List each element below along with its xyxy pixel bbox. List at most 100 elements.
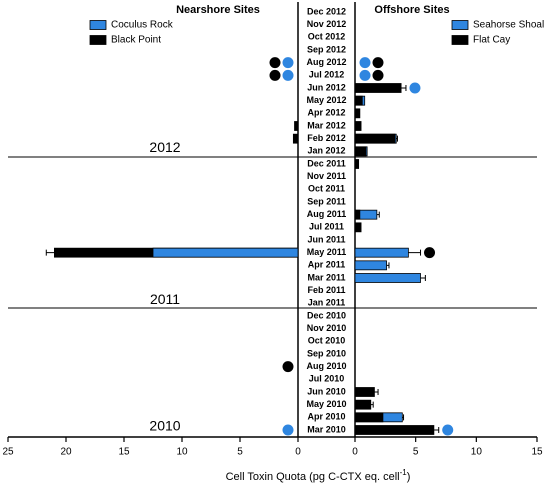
error-bar xyxy=(374,389,379,395)
category-label: Jan 2011 xyxy=(308,298,346,308)
error-bar xyxy=(433,427,440,433)
category-label: Nov 2011 xyxy=(307,171,346,181)
category-label: Aug 2010 xyxy=(306,361,346,371)
legend-swatch xyxy=(89,35,107,45)
category-label: Jan 2012 xyxy=(307,146,345,156)
category-label: Jun 2010 xyxy=(307,386,346,396)
marker xyxy=(372,57,384,69)
marker xyxy=(359,69,371,81)
category-label: May 2012 xyxy=(306,95,346,105)
x-tick-label: 15 xyxy=(531,447,543,458)
legend-label: Coculus Rock xyxy=(111,20,174,31)
category-label: Apr 2010 xyxy=(307,412,345,422)
category-label: Dec 2010 xyxy=(307,310,346,320)
marker xyxy=(282,424,294,436)
error-bar xyxy=(402,414,405,421)
bar xyxy=(354,83,402,93)
year-label: 2011 xyxy=(150,291,180,307)
bar xyxy=(152,247,299,258)
legend-swatch xyxy=(451,20,469,30)
legend-label: Flat Cay xyxy=(473,35,510,46)
category-label: Sep 2010 xyxy=(307,348,346,358)
category-label: Jul 2012 xyxy=(309,70,345,80)
bar xyxy=(354,387,375,397)
category-label: Jul 2011 xyxy=(309,222,344,232)
error-bar xyxy=(370,401,374,408)
legend-swatch xyxy=(89,20,107,30)
category-label: Jun 2011 xyxy=(307,234,345,244)
marker xyxy=(359,57,371,69)
category-label: Oct 2011 xyxy=(308,184,345,194)
marker xyxy=(442,424,454,436)
category-label: Feb 2011 xyxy=(307,285,345,295)
legend-label: Black Point xyxy=(111,35,161,46)
bar xyxy=(354,222,362,233)
x-tick-label: 0 xyxy=(352,447,358,458)
bar xyxy=(354,121,362,131)
x-axis-title: Cell Toxin Quota (pg C-CTX eq. cell-1) xyxy=(226,468,411,483)
category-label: Sep 2012 xyxy=(307,44,346,54)
error-bar xyxy=(386,262,390,269)
category-label: Oct 2010 xyxy=(308,336,346,346)
bar xyxy=(292,133,299,144)
category-label: Apr 2011 xyxy=(308,260,346,270)
category-label: Jun 2012 xyxy=(307,82,346,92)
error-bar xyxy=(420,275,426,281)
x-axis-title-sup: -1 xyxy=(400,468,408,477)
year-label: 2010 xyxy=(149,418,180,434)
bar xyxy=(354,146,367,157)
x-tick-label: 10 xyxy=(176,447,188,458)
bar xyxy=(354,260,387,271)
x-tick-label: 5 xyxy=(413,447,419,458)
bar xyxy=(354,159,360,169)
marker xyxy=(409,82,421,94)
category-label: Aug 2011 xyxy=(307,209,347,219)
category-label: Feb 2012 xyxy=(307,133,346,143)
x-tick-label: 5 xyxy=(237,447,243,458)
category-label: Dec 2011 xyxy=(307,158,346,168)
bar xyxy=(354,399,372,410)
x-tick-label: 15 xyxy=(118,447,130,458)
bar xyxy=(354,133,396,144)
error-bar xyxy=(408,249,422,256)
bar xyxy=(354,247,409,258)
category-label: Dec 2012 xyxy=(307,6,346,16)
x-tick-label: 20 xyxy=(60,447,72,458)
category-label: Mar 2012 xyxy=(307,120,346,130)
x-tick-label: 0 xyxy=(295,447,301,458)
x-tick-label: 10 xyxy=(471,447,483,458)
year-label: 2012 xyxy=(149,139,180,155)
category-label: Oct 2012 xyxy=(308,32,346,42)
category-label: Sep 2011 xyxy=(307,196,346,206)
category-label: May 2011 xyxy=(307,247,347,257)
bar xyxy=(354,412,384,423)
bar xyxy=(294,121,299,131)
legend-swatch xyxy=(451,35,469,45)
error-bar xyxy=(376,211,380,218)
marker xyxy=(282,361,294,373)
legend-label: Seahorse Shoal xyxy=(473,20,544,31)
category-label: Nov 2010 xyxy=(307,323,347,333)
bar xyxy=(354,425,435,435)
marker xyxy=(269,69,281,81)
marker xyxy=(282,69,294,81)
category-label: Jul 2010 xyxy=(309,374,345,384)
category-label: May 2010 xyxy=(306,399,346,409)
category-label: Mar 2010 xyxy=(307,424,346,434)
marker xyxy=(424,247,436,259)
panel-title: Offshore Sites xyxy=(374,4,449,16)
x-tick-label: 25 xyxy=(2,447,14,458)
marker xyxy=(282,57,294,69)
bar xyxy=(354,209,361,220)
marker xyxy=(269,57,281,69)
x-axis-title-end: ) xyxy=(407,471,411,483)
x-axis-title-text: Cell Toxin Quota (pg C-CTX eq. cell xyxy=(226,471,400,483)
error-bar xyxy=(401,85,407,91)
error-bar xyxy=(45,249,55,256)
bar xyxy=(354,273,421,283)
bar xyxy=(354,95,363,106)
category-label: Apr 2012 xyxy=(307,108,345,118)
category-label: Nov 2012 xyxy=(307,19,347,29)
error-bar xyxy=(396,135,398,142)
